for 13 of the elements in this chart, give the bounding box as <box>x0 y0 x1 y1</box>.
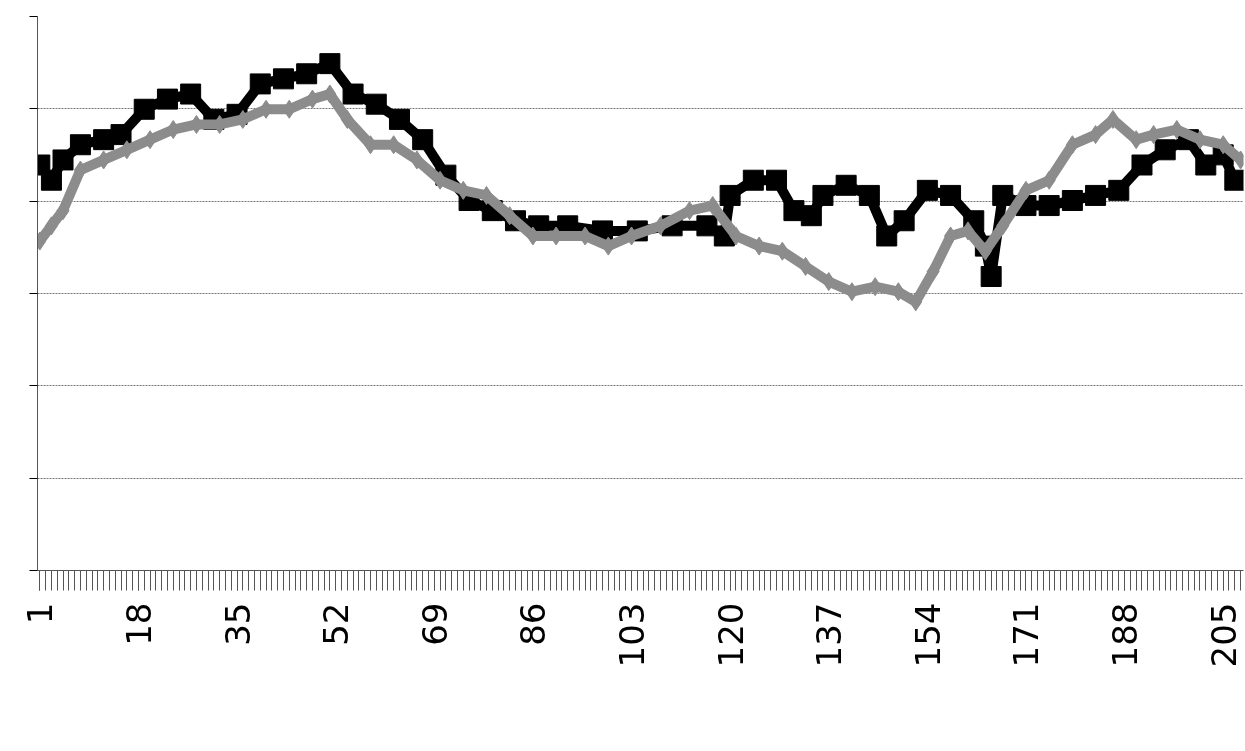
x-tick-label: 205 <box>1203 602 1244 668</box>
x-tick-label: 103 <box>612 602 653 668</box>
x-tick-label: 154 <box>907 602 948 668</box>
x-tick-label: 171 <box>1006 602 1047 668</box>
x-tick-label: 69 <box>414 602 455 646</box>
x-tick-label: 86 <box>513 602 554 646</box>
x-tick-label: 188 <box>1105 602 1146 668</box>
x-tick-label: 1 <box>20 602 61 625</box>
x-tick-label: 120 <box>710 602 751 668</box>
x-tick-label: 137 <box>809 602 850 668</box>
x-tick-label: 52 <box>316 602 357 646</box>
x-tick-label: 18 <box>118 602 159 646</box>
x-tick-label: 35 <box>217 602 258 646</box>
